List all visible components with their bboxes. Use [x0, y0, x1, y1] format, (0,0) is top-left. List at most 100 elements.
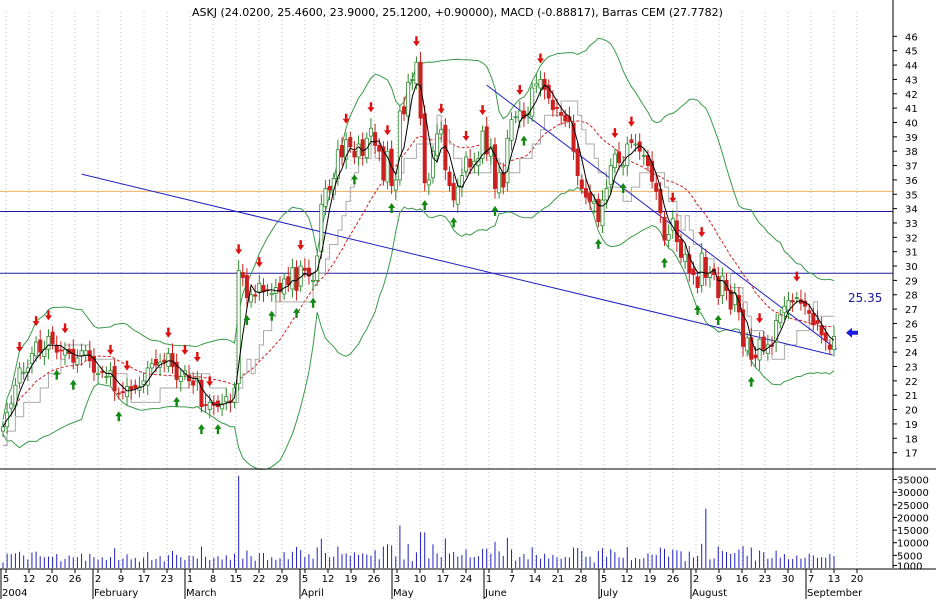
- y-tick-label: 25: [905, 334, 918, 345]
- x-month-label: September: [807, 588, 863, 599]
- x-day-label: 19: [644, 574, 657, 585]
- volume-tick-label: 10000: [897, 539, 929, 550]
- x-month-label: February: [94, 588, 138, 599]
- x-day-label: 3: [394, 574, 400, 585]
- sell-arrow-icon: [181, 344, 189, 355]
- candle-body: [778, 314, 783, 324]
- buy-arrow-icon: [197, 424, 205, 435]
- x-day-label: 2: [95, 574, 101, 585]
- candle-body: [112, 366, 117, 392]
- candle-body: [83, 350, 88, 356]
- candle-body: [679, 239, 684, 258]
- candle-body: [220, 403, 225, 410]
- candle-body: [629, 139, 634, 143]
- buy-arrow-icon: [115, 411, 123, 422]
- candle-body: [406, 81, 411, 117]
- buy-arrow-icon: [694, 304, 702, 315]
- y-tick-label: 27: [905, 305, 918, 316]
- candle-body: [368, 127, 373, 137]
- candle-body: [592, 201, 597, 204]
- candle-body: [170, 353, 175, 367]
- x-day-label: 1: [187, 574, 193, 585]
- candle-body: [604, 188, 609, 201]
- x-day-label: 20: [46, 574, 59, 585]
- x-day-label: 12: [322, 574, 335, 585]
- sell-arrow-icon: [193, 352, 201, 363]
- y-tick-label: 44: [905, 61, 918, 72]
- x-day-label: 1: [486, 574, 492, 585]
- candle-body: [600, 199, 605, 227]
- candle-body: [430, 150, 435, 179]
- candle-body: [497, 172, 502, 194]
- candle-body: [505, 137, 510, 184]
- y-tick-label: 32: [905, 233, 918, 244]
- candle-body: [550, 99, 555, 110]
- candle-body: [447, 171, 452, 187]
- candle-body: [0, 426, 6, 432]
- x-day-label: 23: [759, 574, 772, 585]
- candle-body: [621, 165, 626, 168]
- y-tick-label: 22: [905, 377, 918, 388]
- candle-body: [641, 155, 646, 157]
- x-day-label: 9: [716, 574, 722, 585]
- volume-tick-label: 35000: [897, 476, 929, 487]
- sell-arrow-icon: [106, 344, 114, 355]
- x-day-label: 17: [138, 574, 151, 585]
- candle-body: [50, 331, 55, 344]
- candle-body: [753, 354, 758, 359]
- candle-body: [21, 371, 26, 374]
- x-month-label: March: [186, 588, 216, 599]
- trendline: [486, 84, 838, 350]
- sell-arrow-icon: [206, 376, 214, 387]
- x-day-label: 28: [575, 574, 588, 585]
- candle-body: [290, 267, 295, 290]
- candle-body: [34, 341, 39, 357]
- sell-arrow-icon: [44, 310, 52, 321]
- buy-arrow-icon: [214, 424, 222, 435]
- candle-body: [207, 402, 212, 410]
- candle-body: [253, 294, 258, 297]
- buy-arrow-icon: [660, 257, 668, 268]
- y-tick-label: 19: [905, 420, 918, 431]
- y-tick-label: 18: [905, 434, 918, 445]
- volume-tick-label: 20000: [897, 513, 929, 524]
- candle-body: [728, 290, 733, 310]
- y-tick-label: 36: [905, 176, 918, 187]
- candle-body: [451, 183, 456, 201]
- last-value-annotation: 25.35: [848, 291, 882, 305]
- candle-body: [58, 349, 63, 352]
- y-tick-label: 23: [905, 363, 918, 374]
- candle-body: [583, 188, 588, 198]
- candle-body: [257, 282, 262, 293]
- candle-body: [335, 149, 340, 179]
- candle-body: [819, 325, 824, 336]
- y-tick-label: 30: [905, 262, 918, 273]
- y-tick-label: 34: [905, 205, 918, 216]
- volume-tick-label: 25000: [897, 501, 929, 512]
- candle-body: [17, 367, 22, 384]
- y-tick-label: 41: [905, 104, 918, 115]
- trendline: [81, 173, 833, 356]
- buy-arrow-icon: [450, 217, 458, 228]
- x-day-label: 13: [828, 574, 841, 585]
- sell-arrow-icon: [61, 323, 69, 334]
- y-tick-label: 37: [905, 162, 918, 173]
- candle-body: [178, 376, 183, 382]
- candle-body: [633, 143, 638, 146]
- candle-body: [832, 335, 837, 350]
- candle-body: [240, 272, 245, 278]
- candle-body: [286, 276, 291, 286]
- candle-body: [703, 257, 708, 278]
- volume-tick-label: 15000: [897, 526, 929, 537]
- candle-body: [439, 129, 444, 135]
- y-tick-label: 20: [905, 406, 918, 417]
- candle-body: [823, 332, 828, 342]
- x-day-label: 20: [851, 574, 864, 585]
- candle-body: [555, 107, 560, 109]
- candle-body: [348, 137, 353, 148]
- candle-body: [542, 79, 547, 90]
- x-day-label: 23: [161, 574, 174, 585]
- candle-body: [397, 110, 402, 181]
